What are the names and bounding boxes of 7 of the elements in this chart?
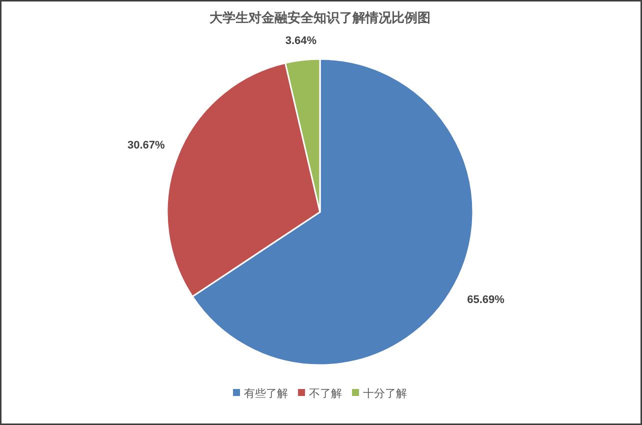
data-label: 65.69% bbox=[467, 294, 505, 306]
chart-title: 大学生对金融安全知识了解情况比例图 bbox=[210, 10, 430, 25]
data-label: 3.64% bbox=[285, 35, 317, 48]
legend-label: 十分了解 bbox=[363, 387, 407, 400]
legend-label: 不了解 bbox=[309, 388, 342, 400]
data-label: 30.67% bbox=[128, 139, 166, 152]
legend-label: 有些了解 bbox=[244, 387, 288, 400]
